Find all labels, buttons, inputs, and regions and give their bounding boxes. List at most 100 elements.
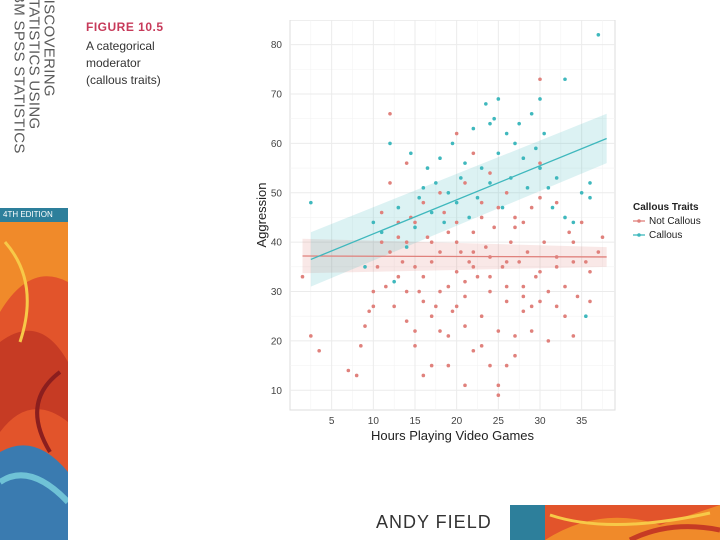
data-point-callous <box>492 116 496 121</box>
data-point-not-callous <box>513 225 517 230</box>
data-point-not-callous <box>421 274 426 279</box>
footer-artwork <box>510 505 720 540</box>
data-point-callous <box>484 102 488 106</box>
data-point-callous <box>409 151 413 156</box>
data-point-not-callous <box>421 299 426 304</box>
data-point-not-callous <box>525 250 530 254</box>
data-point-not-callous <box>446 284 451 289</box>
legend-label: Callous <box>649 230 682 241</box>
data-point-not-callous <box>504 260 509 264</box>
x-tick-label: 15 <box>409 416 421 427</box>
data-point-not-callous <box>417 289 421 294</box>
data-point-not-callous <box>367 309 371 314</box>
data-point-not-callous <box>579 220 584 225</box>
data-point-not-callous <box>384 284 388 289</box>
data-point-not-callous <box>463 181 467 185</box>
data-point-not-callous <box>563 314 567 319</box>
data-point-not-callous <box>413 329 417 333</box>
data-point-not-callous <box>529 205 534 210</box>
data-point-not-callous <box>317 348 321 353</box>
data-point-not-callous <box>300 274 305 279</box>
data-point-not-callous <box>446 334 451 338</box>
data-point-not-callous <box>463 383 467 388</box>
data-point-callous <box>425 166 430 170</box>
data-point-callous <box>550 205 555 210</box>
data-point-not-callous <box>463 294 467 299</box>
data-point-callous <box>488 121 492 126</box>
data-point-not-callous <box>504 284 509 289</box>
data-point-not-callous <box>509 240 513 244</box>
scatter-chart: 5 10 15 20 25 30 35 10 20 30 40 50 60 70 80 Hours Playi… <box>254 20 701 443</box>
data-point-not-callous <box>521 294 526 299</box>
data-point-not-callous <box>413 265 417 269</box>
data-point-callous <box>525 186 530 190</box>
data-point-not-callous <box>413 220 417 225</box>
data-point-callous <box>496 151 501 156</box>
data-point-not-callous <box>471 250 476 254</box>
legend-title: Callous Traits <box>633 202 699 213</box>
data-point-not-callous <box>571 260 576 264</box>
data-point-not-callous <box>475 274 480 279</box>
data-point-not-callous <box>425 235 430 240</box>
y-tick-label: 10 <box>271 386 283 397</box>
data-point-not-callous <box>500 265 505 269</box>
data-point-not-callous <box>388 111 392 116</box>
data-point-not-callous <box>404 319 409 323</box>
data-point-not-callous <box>496 383 501 388</box>
figure-caption: FIGURE 10.5 A categorical moderator (cal… <box>86 20 186 89</box>
data-point-not-callous <box>388 181 392 185</box>
data-point-not-callous <box>529 304 534 309</box>
data-point-callous <box>363 265 367 269</box>
fit-line-callous <box>310 137 607 261</box>
x-tick-label: 35 <box>576 416 588 427</box>
data-point-callous <box>588 195 592 200</box>
data-point-not-callous <box>513 334 517 338</box>
book-cover: DISCOVERING STATISTICS USING IBM SPSS ST… <box>0 0 68 540</box>
data-point-not-callous <box>521 309 526 314</box>
data-point-not-callous <box>600 235 605 240</box>
data-point-not-callous <box>488 274 492 279</box>
data-point-callous <box>488 181 492 185</box>
data-point-callous <box>521 156 526 161</box>
data-point-callous <box>396 205 401 210</box>
data-point-callous <box>538 166 542 170</box>
data-point-not-callous <box>479 200 484 205</box>
data-point-not-callous <box>359 344 363 348</box>
data-point-not-callous <box>496 205 501 210</box>
data-point-not-callous <box>404 161 409 165</box>
data-point-not-callous <box>554 304 559 309</box>
data-point-not-callous <box>575 294 580 299</box>
data-point-not-callous <box>517 260 521 264</box>
cover-title-line-2: STATISTICS USING <box>25 0 43 130</box>
x-tick-label: 5 <box>329 416 335 427</box>
data-point-not-callous <box>546 289 551 294</box>
y-tick-label: 70 <box>271 90 283 101</box>
data-point-not-callous <box>488 363 492 368</box>
data-point-not-callous <box>488 289 492 294</box>
data-point-not-callous <box>413 344 417 348</box>
x-axis-label: Hours Playing Video Games <box>371 428 535 443</box>
data-point-callous <box>579 190 584 195</box>
data-point-not-callous <box>538 77 542 82</box>
data-point-callous <box>388 141 392 146</box>
data-point-not-callous <box>404 240 409 244</box>
data-point-callous <box>513 141 517 146</box>
cover-artwork <box>0 222 68 540</box>
x-tick-label: 20 <box>451 416 463 427</box>
data-point-callous <box>446 190 451 195</box>
legend-swatch-point <box>637 219 641 223</box>
legend-label: Not Callous <box>649 216 701 227</box>
data-point-callous <box>496 97 501 101</box>
data-point-not-callous <box>429 260 434 264</box>
data-point-not-callous <box>442 210 446 215</box>
data-point-callous <box>454 200 459 205</box>
data-point-not-callous <box>396 274 401 279</box>
data-point-not-callous <box>479 314 484 319</box>
figure-description-line-1: A categorical <box>86 39 155 53</box>
data-point-not-callous <box>388 250 392 254</box>
data-point-not-callous <box>504 190 509 195</box>
data-point-callous <box>309 200 313 205</box>
data-point-not-callous <box>392 304 396 309</box>
data-point-not-callous <box>479 344 484 348</box>
confidence-band-callous <box>310 113 607 287</box>
